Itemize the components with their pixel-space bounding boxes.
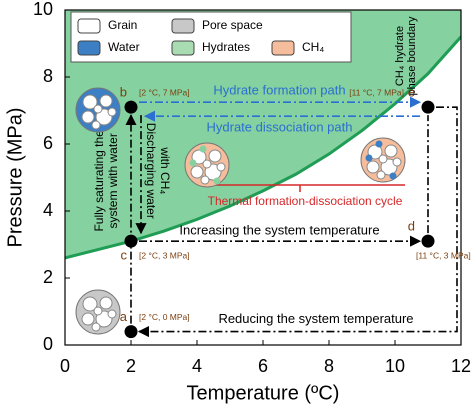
legend-swatch (77, 18, 101, 34)
path-label: Reducing the system temperature (218, 311, 413, 326)
y-tick-label: 0 (43, 334, 53, 354)
grain (208, 149, 222, 163)
legend-swatch (77, 40, 101, 56)
hydrate-patch (189, 159, 197, 167)
grain (99, 296, 113, 310)
grain (191, 149, 207, 165)
y-tick-label: 8 (43, 66, 53, 86)
state-point (124, 325, 138, 339)
cycle-label: Thermal formation-dissociation cycle (208, 194, 403, 208)
path-label: Hydrate dissociation path (207, 120, 353, 135)
hydrate-patch (365, 154, 373, 162)
grain (216, 162, 226, 172)
path-label: Hydrate formation path (213, 83, 345, 98)
cycle-bracket (205, 184, 405, 192)
path-label: Fully saturating the (92, 130, 106, 232)
legend-label: Water (108, 40, 140, 54)
point-note: [11 °C, 7 MPa] (349, 87, 404, 97)
grain (190, 165, 204, 179)
x-tick-label: 2 (126, 356, 136, 376)
x-axis-label: Temperature (ºC) (187, 382, 340, 404)
grain (384, 144, 398, 158)
legend-label: Pore space (202, 18, 263, 32)
legend-box (70, 11, 352, 63)
grain (82, 94, 98, 110)
y-axis-label: Pressure (MPa) (4, 107, 26, 247)
path-reducing (137, 106, 458, 338)
grain (107, 107, 117, 117)
state-point (421, 100, 435, 114)
path-label: Discharging water (144, 123, 158, 219)
grain (367, 144, 383, 160)
grain (378, 154, 388, 164)
state-point (124, 234, 138, 248)
point-letter: a (120, 309, 128, 324)
grain (392, 157, 402, 167)
x-tick-label: 6 (258, 356, 268, 376)
legend-swatch (171, 18, 195, 34)
grain (81, 312, 95, 326)
hydrate-patch (389, 172, 397, 180)
grain (93, 104, 103, 114)
point-note: [11 °C, 3 MPa] (416, 250, 471, 260)
point-note: [2 °C, 7 MPa] (139, 87, 190, 97)
boundary-label: CH₄ hydrate (394, 26, 406, 86)
grain (366, 160, 380, 174)
y-tick-label: 4 (43, 200, 53, 220)
grain (91, 120, 101, 130)
legend-swatch (171, 40, 195, 56)
boundary-label: phase boundary (406, 16, 418, 95)
hydrate-patch (375, 140, 383, 148)
grain (82, 296, 98, 312)
grain (200, 175, 210, 185)
hydrate-region (65, 10, 461, 258)
state-point (421, 234, 435, 248)
x-tick-label: 0 (60, 356, 70, 376)
grain (91, 322, 101, 332)
legend-label: Grain (108, 18, 137, 32)
state-point (124, 100, 138, 114)
path-label: system with water (106, 133, 120, 228)
point-letter: e (408, 85, 415, 100)
annotation-layer: CH₄ hydrate phase boundary 0 2 4 6 8 10 12 0 2 4 6 8 1… (4, 0, 471, 404)
grain (99, 94, 113, 108)
y-tick-label: 10 (33, 0, 53, 19)
legend-swatch (271, 40, 295, 56)
grain (93, 306, 103, 316)
path-label: with CH₄ (158, 146, 172, 194)
x-tick-label: 8 (324, 356, 334, 376)
x-tick-label: 10 (385, 356, 405, 376)
point-note: [2 °C, 3 MPa] (139, 250, 190, 260)
x-tick-label: 12 (451, 356, 471, 376)
grain (81, 110, 95, 124)
legend-label: CH₄ (302, 40, 324, 54)
point-letter: d (408, 219, 415, 234)
grain (376, 170, 386, 180)
y-tick-label: 6 (43, 133, 53, 153)
point-letter: b (120, 85, 127, 100)
grain (107, 309, 117, 319)
point-letter: c (121, 248, 128, 263)
y-tick-label: 2 (43, 267, 53, 287)
legend-label: Hydrates (202, 40, 250, 54)
grain (202, 159, 212, 169)
hydrate-patch (213, 177, 221, 185)
x-tick-label: 4 (192, 356, 202, 376)
path-label: Increasing the system temperature (179, 223, 379, 238)
point-note: [2 °C, 0 MPa] (139, 312, 190, 322)
hydrate-patch (199, 145, 207, 153)
